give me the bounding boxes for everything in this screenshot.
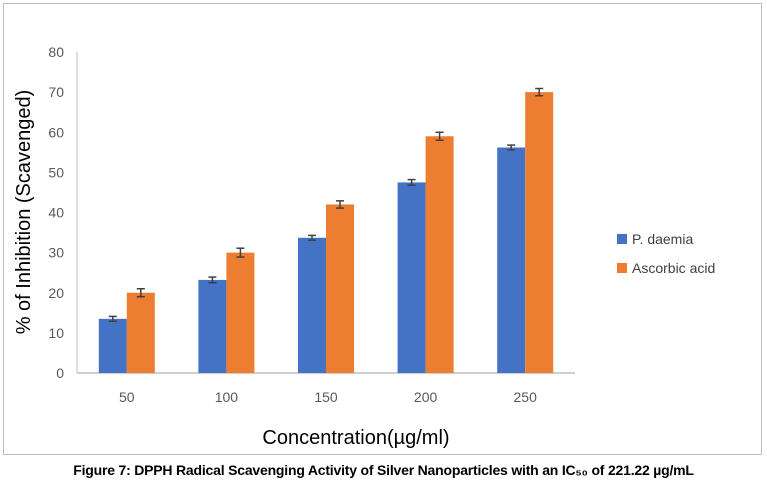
- bar-p-daemia-250: [497, 147, 526, 373]
- x-tick-label: 50: [119, 389, 135, 405]
- y-tick-label: 80: [48, 44, 64, 60]
- y-tick-label: 0: [56, 365, 64, 381]
- bar-p-daemia-150: [298, 237, 326, 373]
- bar-ascorbic-acid-50: [126, 292, 155, 373]
- y-tick-label: 10: [48, 325, 64, 341]
- x-axis-title: Concentration(µg/ml): [262, 427, 449, 449]
- y-tick-label: 20: [48, 285, 64, 301]
- bar-p-daemia-50: [98, 318, 127, 373]
- y-tick-label: 40: [48, 205, 64, 221]
- y-tick-label: 30: [48, 245, 64, 261]
- bar-ascorbic-acid-150: [326, 204, 354, 373]
- y-tick-label: 50: [48, 164, 64, 180]
- chart-frame: [3, 3, 762, 455]
- y-tick-label: 60: [48, 124, 64, 140]
- figure-caption: Figure 7: DPPH Radical Scavenging Activi…: [73, 462, 694, 478]
- legend-swatch: [617, 263, 627, 273]
- legend-label: P. daemia: [632, 231, 693, 247]
- x-tick-label: 250: [514, 389, 538, 405]
- bar-ascorbic-acid-200: [425, 136, 454, 373]
- x-tick-label: 100: [215, 389, 239, 405]
- legend-label: Ascorbic acid: [632, 260, 715, 276]
- x-tick-label: 200: [414, 389, 438, 405]
- bar-p-daemia-100: [198, 279, 227, 373]
- bar-ascorbic-acid-100: [226, 252, 255, 373]
- x-tick-label: 150: [314, 389, 338, 405]
- y-tick-label: 70: [48, 84, 64, 100]
- legend-swatch: [617, 234, 627, 244]
- y-axis-title: % of Inhibition (Scavenged): [13, 90, 35, 335]
- bar-ascorbic-acid-250: [525, 92, 554, 373]
- bar-chart: 0 10 20 30 40 50 60 70 80 50 100 150 200 250 Concentra…: [13, 44, 715, 449]
- bar-p-daemia-200: [397, 182, 426, 373]
